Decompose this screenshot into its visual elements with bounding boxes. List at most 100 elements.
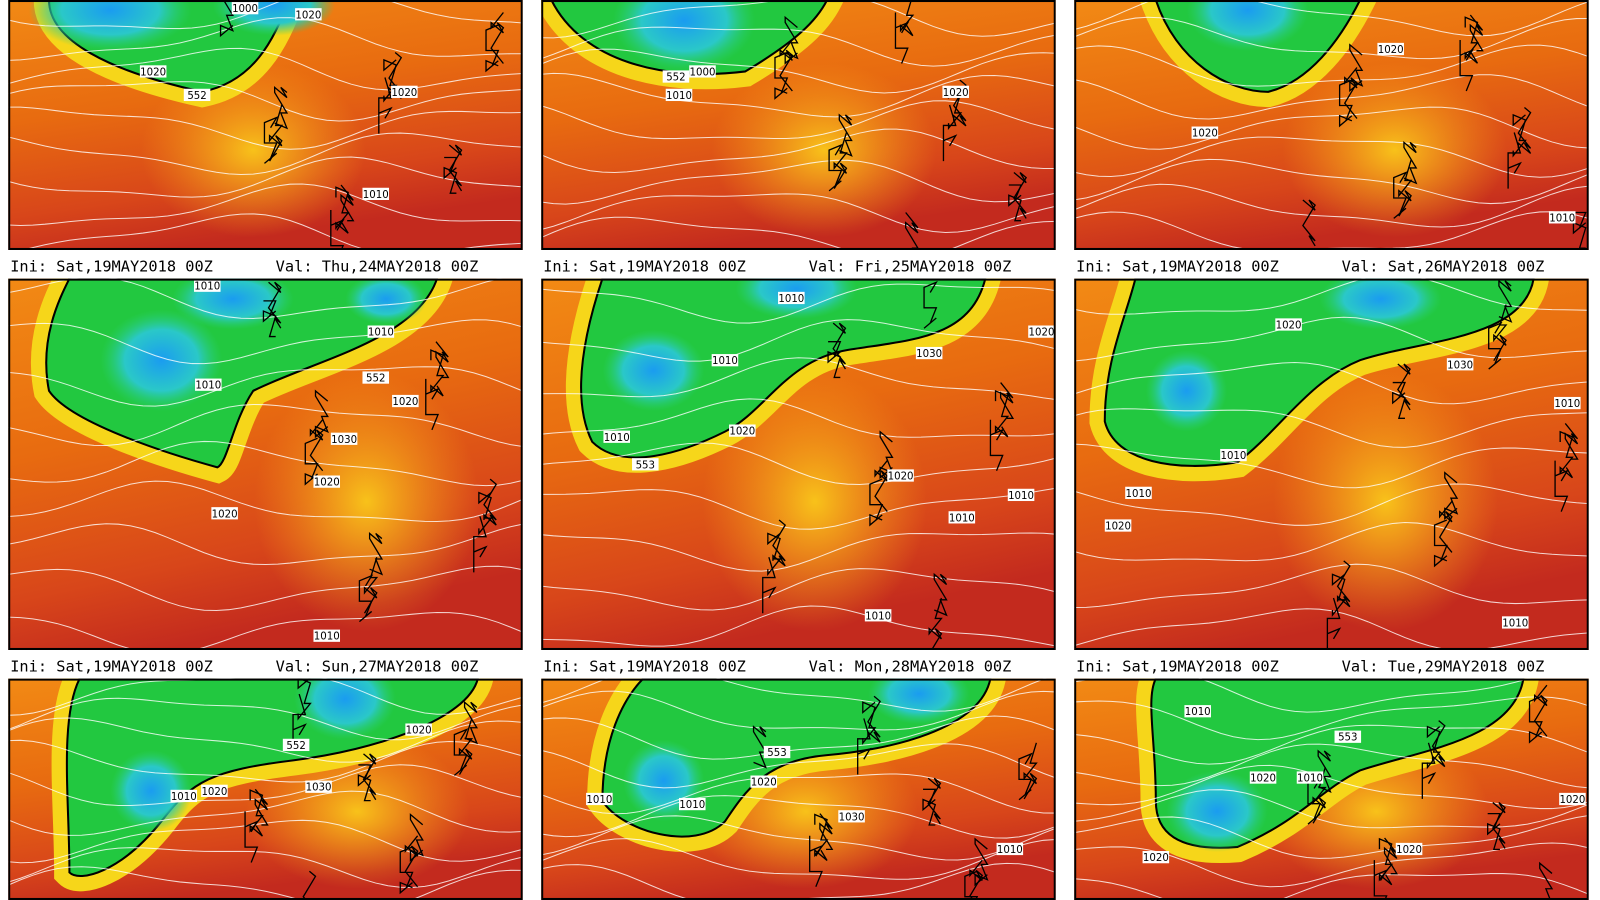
label-box: [689, 65, 716, 78]
coastline: [254, 788, 269, 826]
coastline: [989, 419, 1005, 471]
isobar: [541, 815, 1056, 861]
coastline: [249, 789, 264, 837]
isobar: [8, 565, 523, 612]
coastline: [974, 837, 989, 887]
isobar: [1074, 563, 1589, 608]
coastline: [453, 728, 469, 776]
label-box: [1559, 792, 1586, 806]
contour-label: 1010: [604, 433, 630, 444]
contour-label: 1020: [392, 397, 418, 408]
coastline: [274, 85, 289, 130]
isobar: [1074, 106, 1589, 150]
coastline: [1421, 742, 1437, 799]
coastline: [309, 419, 324, 472]
coastline: [922, 788, 937, 826]
label-box: [1125, 486, 1152, 499]
coastline: [1498, 279, 1513, 323]
label-box: [194, 279, 221, 292]
contour-label: 1020: [1105, 522, 1131, 533]
contour-label: 1020: [1192, 129, 1218, 140]
coastline: [244, 811, 259, 863]
caption-ini: Ini: Sat,19MAY2018 00Z: [543, 657, 746, 675]
coastline: [263, 116, 279, 164]
isobar: [1074, 278, 1589, 315]
isobar: [8, 183, 523, 227]
panel-frame: [8, 278, 523, 650]
coastline: [463, 700, 479, 745]
isobar: [8, 17, 523, 61]
coastline: [335, 186, 350, 234]
label-box: [330, 432, 358, 445]
label-box: [313, 475, 341, 488]
caption-ini: Ini: Sat,19MAY2018 00Z: [1076, 657, 1279, 675]
isobar: [541, 442, 1056, 486]
coastline: [774, 51, 789, 100]
isobar: [541, 678, 1047, 712]
isobar: [8, 47, 523, 91]
coastline: [330, 210, 345, 250]
contour-label: 1010: [1549, 213, 1575, 224]
isobar: [1074, 443, 1589, 489]
isobar: [541, 568, 1056, 611]
isobar: [1074, 608, 1589, 650]
contour-label: 1020: [1250, 774, 1276, 785]
coastline: [1507, 132, 1522, 189]
isobar: [1074, 316, 1589, 362]
coastline: [383, 58, 398, 103]
coastline: [262, 300, 277, 338]
label-box: [996, 842, 1024, 856]
label-box: [665, 88, 693, 102]
isobar: [1074, 136, 1589, 178]
coastline: [1528, 695, 1543, 744]
coastline: [784, 15, 799, 65]
contour-label: 1030: [1447, 360, 1473, 371]
isobar: [8, 764, 523, 807]
contour-label: 1030: [306, 783, 332, 794]
low-center: [1166, 770, 1269, 853]
low-center: [28, 0, 192, 52]
label-box: [838, 810, 865, 823]
coastline: [219, 0, 235, 38]
panel-frame: [541, 0, 1056, 250]
coastline: [869, 478, 884, 527]
coastline: [994, 389, 1010, 438]
label-box: [1142, 851, 1170, 864]
contour-label: 1010: [1008, 491, 1034, 502]
label-box: [1548, 211, 1576, 224]
coastline: [1539, 861, 1554, 900]
isobar: [8, 156, 523, 198]
panel-frame: [541, 678, 1056, 900]
label-box: [1501, 616, 1529, 629]
isobar: [1074, 0, 1589, 37]
contour-label: 1010: [1554, 399, 1580, 410]
caption-ini: Ini: Sat,19MAY2018 00Z: [543, 257, 746, 275]
contour-label: 1010: [778, 294, 804, 305]
map-panel: 1010 1010 1030 1020 1010 553 1020 1020 1010 1010 1…: [541, 278, 1056, 650]
isobar: [541, 357, 1056, 400]
isobar: [8, 697, 523, 741]
coastline: [378, 77, 393, 134]
isobar: [541, 743, 1056, 789]
isobar: [8, 739, 523, 783]
label-box: [1395, 842, 1423, 856]
coastline: [905, 212, 920, 249]
isobar: [1074, 183, 1589, 228]
label-box: [201, 784, 228, 797]
contour-label: 1020: [1143, 853, 1169, 864]
contour-label: 1020: [314, 478, 340, 489]
coastline: [1464, 16, 1479, 64]
label-box: [763, 745, 791, 759]
isobar: [8, 847, 523, 889]
coastline: [297, 678, 312, 721]
coastline: [1393, 171, 1408, 219]
label-box: [139, 65, 167, 78]
low-center: [110, 750, 192, 832]
isobar: [8, 523, 523, 566]
isobar: [1074, 789, 1589, 829]
label-box: [1220, 448, 1247, 462]
contour-label: 1010: [363, 190, 389, 201]
label-box: [750, 775, 778, 788]
coastline: [1554, 460, 1569, 512]
